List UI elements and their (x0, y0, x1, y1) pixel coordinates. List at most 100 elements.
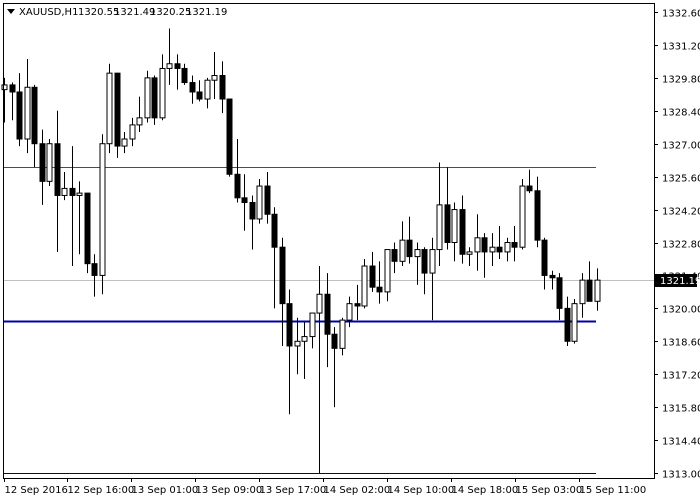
candle (579, 273, 586, 318)
ohlc-open: 1320.55 (78, 7, 119, 18)
candle (166, 28, 173, 85)
candle (586, 261, 593, 302)
candle (54, 110, 61, 252)
candle (376, 261, 383, 304)
candle-body-bull (399, 239, 406, 262)
candle-body-bull (579, 279, 586, 305)
candle (151, 75, 158, 125)
candle (136, 96, 143, 132)
candle (384, 249, 391, 302)
candle (444, 167, 451, 250)
candle (61, 171, 68, 201)
candle (234, 139, 241, 203)
candle (76, 181, 83, 255)
candle-body-bull (144, 77, 151, 119)
candle-body-bear (39, 143, 46, 182)
current-price-label: 1321.19 (660, 276, 700, 287)
candle-body-bear (324, 293, 331, 335)
candle-body-bull (136, 117, 143, 126)
candle-body-bear (286, 303, 293, 347)
candle (84, 192, 91, 274)
candle (91, 254, 98, 297)
candle-body-bear (226, 98, 233, 175)
candle-body-bull (129, 124, 136, 140)
current-price-tag-bg (655, 274, 697, 287)
candle-body-bear (264, 185, 271, 215)
candle-body-bear (541, 239, 548, 276)
candle-body-bear (556, 277, 563, 309)
ohlc-high: 1321.49 (114, 7, 155, 18)
candle-body-bear (369, 265, 376, 288)
candle-body-bull (436, 204, 443, 251)
candle-body-bear (376, 286, 383, 293)
x-tick-label: 15 Sep 03:00 (516, 485, 583, 496)
x-tick-label: 14 Sep 02:00 (324, 485, 391, 496)
candle (556, 273, 563, 321)
candle (144, 70, 151, 123)
candle (519, 178, 526, 250)
candle (189, 75, 196, 104)
candle (324, 273, 331, 368)
candle (9, 82, 16, 121)
candle (421, 247, 428, 295)
candle (466, 247, 473, 267)
candle (31, 84, 38, 168)
candle (219, 61, 226, 114)
x-tick-label: 13 Sep 17:00 (260, 485, 327, 496)
x-tick-label: 14 Sep 10:00 (388, 485, 455, 496)
candle-body-bear (511, 242, 518, 248)
candle (181, 63, 188, 85)
candle (211, 51, 218, 100)
x-tick-label: 14 Sep 18:00 (452, 485, 519, 496)
y-tick-label: 1328.40 (662, 108, 700, 119)
candle (256, 178, 263, 224)
candle (69, 146, 76, 267)
candle-body-bull (256, 185, 263, 220)
candle (204, 77, 211, 109)
candle (526, 169, 533, 194)
candle-body-bear (526, 185, 533, 192)
candle-body-bull (429, 249, 436, 274)
y-tick-label: 1332.60 (662, 9, 700, 20)
candle (121, 131, 128, 154)
candle-body-bear (69, 187, 76, 196)
candle-body-bull (76, 192, 83, 196)
candle-body-bear (241, 197, 248, 204)
candle-body-bear (114, 72, 121, 147)
candle-body-bull (384, 249, 391, 293)
candle (226, 98, 233, 177)
y-tick-label: 1314.40 (662, 437, 700, 448)
candle-body-bull (121, 138, 128, 147)
y-tick-label: 1329.80 (662, 75, 700, 86)
x-tick-label: 15 Sep 11:00 (580, 485, 647, 496)
candle-body-bear (91, 263, 98, 276)
candle (249, 195, 256, 250)
candle-body-bear (549, 274, 556, 279)
candle (159, 54, 166, 121)
collapse-triangle-icon[interactable] (7, 9, 15, 14)
candle (571, 298, 578, 344)
candle-body-bull (361, 265, 368, 307)
candle-body-bull (594, 279, 601, 302)
candle (286, 289, 293, 415)
candle (264, 171, 271, 224)
candle-body-bull (571, 303, 578, 342)
candle (1, 77, 8, 123)
current-price-tag: 1321.19 (655, 274, 700, 287)
candle (489, 233, 496, 267)
candle-body-bear (31, 86, 38, 145)
y-tick-label: 1327.00 (662, 141, 700, 152)
candle (331, 327, 338, 408)
y-tick-label: 1320.00 (662, 305, 700, 316)
candle (279, 237, 286, 346)
chart-header: XAUUSD,H1 1320.55 1321.49 1320.25 1321.1… (7, 7, 227, 18)
ohlc-close: 1321.19 (186, 7, 227, 18)
candle (301, 322, 308, 379)
candle-body-bull (24, 86, 31, 140)
candle (481, 233, 488, 278)
y-tick-label: 1322.80 (662, 240, 700, 251)
candle-body-bull (309, 312, 316, 338)
